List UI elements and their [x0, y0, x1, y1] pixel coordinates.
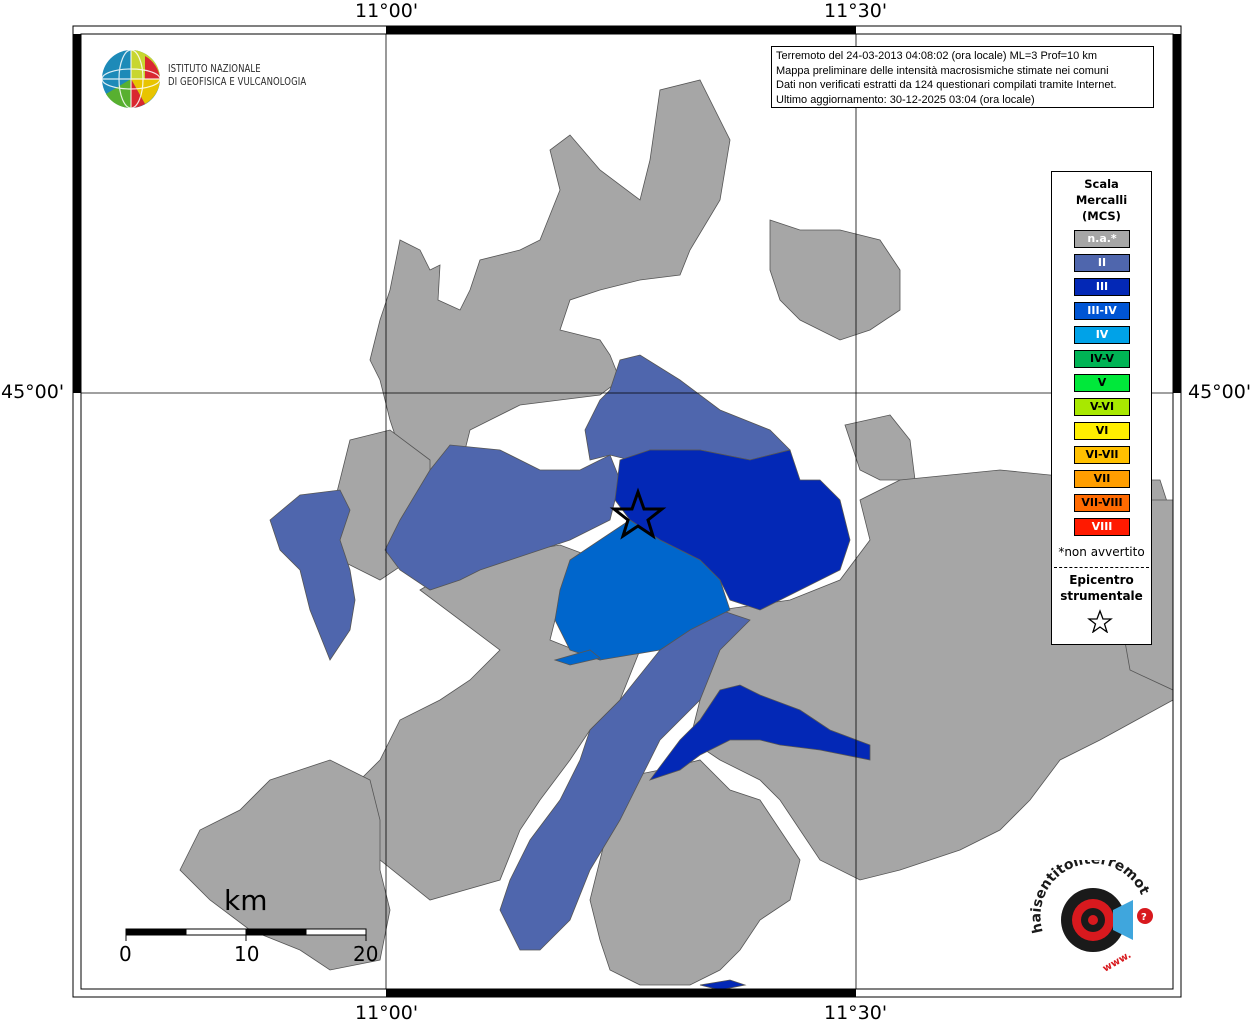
legend-item-iv: IV [1074, 326, 1130, 344]
legend-item-iii-iv: III-IV [1074, 302, 1130, 320]
legend-item-vi-vii: VI-VII [1074, 446, 1130, 464]
intensity-II [269, 354, 791, 951]
haisentito-logo: ? haisentitoilterremoto.it www. [1020, 848, 1165, 980]
lat-label-left: 45°00' [1, 381, 65, 403]
legend-item-iii: III [1074, 278, 1130, 296]
legend-item-vii-viii: VII-VIII [1074, 494, 1130, 512]
lon-label-bottom-left: 11°00' [355, 1002, 419, 1024]
scale-label-20: 20 [353, 942, 379, 966]
svg-text:?: ? [1141, 912, 1147, 923]
event-info-box: Terremoto del 24-03-2013 04:08:02 (ora l… [771, 46, 1154, 108]
legend-divider [1054, 567, 1149, 568]
description-line: Mappa preliminare delle intensità macros… [776, 64, 1109, 77]
haisentito-prefix: www. [1101, 950, 1133, 975]
legend-item-ii: II [1074, 254, 1130, 272]
scale-label-10: 10 [234, 942, 260, 966]
scale-label-0: 0 [119, 942, 132, 966]
legend-item-vii: VII [1074, 470, 1130, 488]
legend-note: *non avvertito [1058, 545, 1145, 559]
ingv-name: ISTITUTO NAZIONALE DI GEOFISICA E VULCAN… [168, 62, 307, 88]
epicenter-legend-label: Epicentro strumentale [1060, 573, 1143, 603]
legend-item-v: V [1074, 374, 1130, 392]
intensity-III-IV [553, 519, 731, 666]
lon-label-bottom-right: 11°30' [824, 1002, 888, 1024]
target-icon: ? haisentitoilterremoto.it www. [1020, 848, 1153, 975]
scale-bar [125, 928, 367, 941]
legend-item-n-a: n.a.* [1074, 230, 1130, 248]
legend-item-iv-v: IV-V [1074, 350, 1130, 368]
data-source-line: Dati non verificati estratti da 124 ques… [776, 79, 1117, 91]
update-line: Ultimo aggiornamento: 30-12-2025 03:04 (… [776, 93, 1035, 106]
epicenter-star [609, 487, 667, 540]
graticule [81, 34, 1173, 989]
scale-unit: km [224, 884, 268, 917]
lon-label-top-left: 11°00' [355, 0, 419, 22]
lon-label-top-right: 11°30' [824, 0, 888, 22]
star-icon [1087, 609, 1113, 633]
intensity-III [614, 449, 871, 989]
lat-label-right: 45°00' [1188, 381, 1252, 403]
mcs-legend: Scala Mercalli (MCS) n.a.* II III III-IV IV I… [1051, 171, 1152, 645]
globe-icon [101, 49, 161, 109]
legend-item-viii: VIII [1074, 518, 1130, 536]
event-line: Terremoto del 24-03-2013 04:08:02 (ora l… [776, 50, 1098, 62]
ingv-logo: ISTITUTO NAZIONALE DI GEOFISICA E VULCAN… [100, 48, 330, 110]
legend-title: Scala Mercalli (MCS) [1075, 177, 1128, 223]
map-frame [72, 25, 1182, 998]
legend-item-vi: VI [1074, 422, 1130, 440]
legend-item-v-vi: V-VI [1074, 398, 1130, 416]
